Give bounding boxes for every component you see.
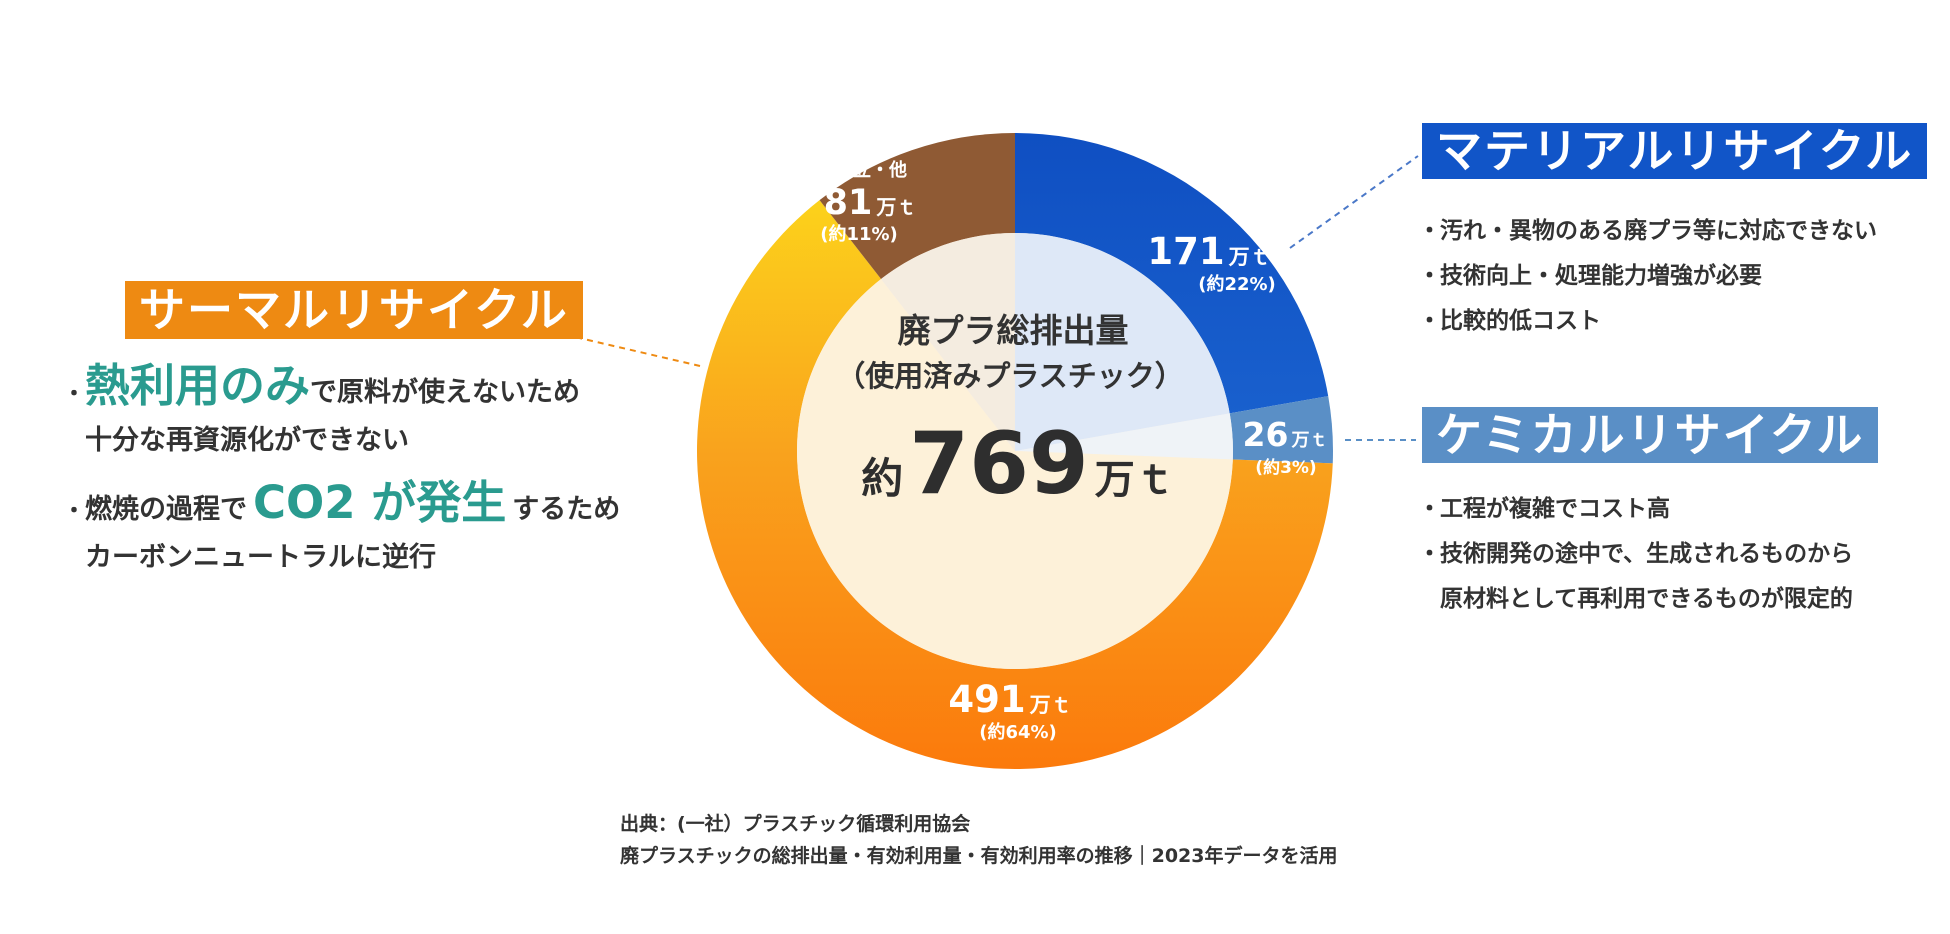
slice-pct-landfill: (約11%)	[820, 223, 898, 245]
thermal-bullet-2: ・ 燃焼の過程で CO2 が発生 するため カーボンニュートラルに逆行	[63, 476, 621, 580]
total-prefix: 約	[861, 454, 903, 503]
bullet-mark: ・	[1418, 541, 1441, 567]
thermal-bullet-1: ・ 熱利用のみで原料が使えないため 十分な再資源化ができない	[63, 359, 620, 463]
material-bullet-3: ・比較的低コスト	[1418, 299, 1877, 344]
chemical-bullet-text: 工程が複雑でコスト高	[1440, 496, 1670, 522]
chemical-bullet-text: 原材料として再利用できるものが限定的	[1440, 586, 1853, 612]
thermal-bullet-2-line2: カーボンニュートラルに逆行	[85, 542, 436, 573]
slice-label-landfill: 81 万ｔ	[824, 183, 917, 223]
thermal-highlight-co2: CO2 が発生	[253, 476, 507, 529]
slice-value-material: 171	[1147, 230, 1224, 273]
bullet-mark: ・	[1418, 496, 1441, 522]
thermal-bullet-1-text: で原料が使えないため	[310, 377, 581, 408]
slice-pct-material: (約22%)	[1198, 273, 1276, 295]
slice-pct-chemical: (約3%)	[1255, 457, 1316, 478]
chemical-recycle-heading: ケミカルリサイクル	[1422, 407, 1879, 463]
material-bullet-text: 汚れ・異物のある廃プラ等に対応できない	[1440, 218, 1877, 244]
material-bullet-1: ・汚れ・異物のある廃プラ等に対応できない	[1418, 209, 1877, 254]
slice-label-thermal: 491 万ｔ	[948, 678, 1071, 721]
thermal-bullet-list: ・ 熱利用のみで原料が使えないため 十分な再資源化ができない ・ 燃焼の過程で C…	[63, 359, 621, 580]
chemical-bullet-1: ・工程が複雑でコスト高	[1418, 487, 1853, 532]
slice-unit-landfill: 万ｔ	[875, 195, 916, 219]
slice-value-chemical: 26	[1243, 415, 1289, 454]
chemical-bullet-list: ・工程が複雑でコスト高 ・技術開発の途中で、生成されるものから 原材料として再利…	[1418, 487, 1854, 622]
slice-value-landfill: 81	[824, 183, 873, 223]
slice-value-thermal: 491	[948, 678, 1025, 721]
total-title: 廃プラ総排出量	[898, 311, 1129, 350]
material-bullet-list: ・汚れ・異物のある廃プラ等に対応できない ・技術向上・処理能力増強が必要 ・比較…	[1418, 209, 1877, 344]
thermal-highlight-heat: 熱利用のみ	[85, 359, 311, 412]
slice-pct-thermal: (約64%)	[979, 721, 1057, 743]
center-tint-thermal	[797, 279, 1233, 669]
bullet-mark: ・	[63, 499, 86, 524]
chemical-bullet-2: ・技術開発の途中で、生成されるものから	[1418, 532, 1854, 577]
material-bullet-text: 比較的低コスト	[1440, 308, 1601, 334]
total-value-text: 約769 万ｔ	[861, 414, 1175, 514]
thermal-bullet-1-line2: 十分な再資源化ができない	[85, 425, 409, 456]
slice-unit-material: 万ｔ	[1228, 245, 1271, 269]
bullet-mark: ・	[1418, 263, 1441, 289]
material-connector-line	[1289, 155, 1419, 249]
slice-label-chemical: 26 万ｔ	[1243, 415, 1328, 454]
total-value: 769	[909, 414, 1089, 514]
chemical-bullet-text: 技術開発の途中で、生成されるものから	[1440, 541, 1854, 567]
source-citation: 出典：(一社）プラスチック循環利用協会 廃プラスチックの総排出量・有効利用量・有…	[620, 808, 1338, 872]
material-bullet-text: 技術向上・処理能力増強が必要	[1440, 263, 1762, 289]
bullet-mark: ・	[1418, 308, 1441, 334]
center-tint-material	[1015, 233, 1230, 451]
slice-title-landfill: 埋立・他	[835, 159, 907, 181]
total-subtitle: （使用済みプラスチック）	[836, 359, 1183, 393]
thermal-bullet-2-pre: 燃焼の過程で	[85, 494, 247, 525]
center-tint-chemical	[1015, 413, 1233, 460]
material-recycle-heading: マテリアルリサイクル	[1422, 123, 1928, 179]
source-line-2: 廃プラスチックの総排出量・有効利用量・有効利用率の推移｜2023年データを活用	[620, 845, 1338, 867]
total-unit: 万ｔ	[1095, 457, 1175, 503]
thermal-bullet-2-text: するため	[512, 494, 621, 525]
bullet-mark: ・	[1418, 218, 1441, 244]
center-tint-landfill	[881, 233, 1015, 451]
slice-label-material: 171 万ｔ	[1147, 230, 1270, 273]
material-bullet-2: ・技術向上・処理能力増強が必要	[1418, 254, 1877, 299]
thermal-recycle-heading: サーマルリサイクル	[125, 281, 583, 339]
chemical-bullet-3: 原材料として再利用できるものが限定的	[1440, 577, 1853, 622]
source-line-1: 出典：(一社）プラスチック循環利用協会	[620, 813, 971, 835]
bullet-mark: ・	[63, 382, 86, 407]
slice-unit-thermal: 万ｔ	[1029, 693, 1072, 717]
slice-unit-chemical: 万ｔ	[1290, 430, 1327, 451]
